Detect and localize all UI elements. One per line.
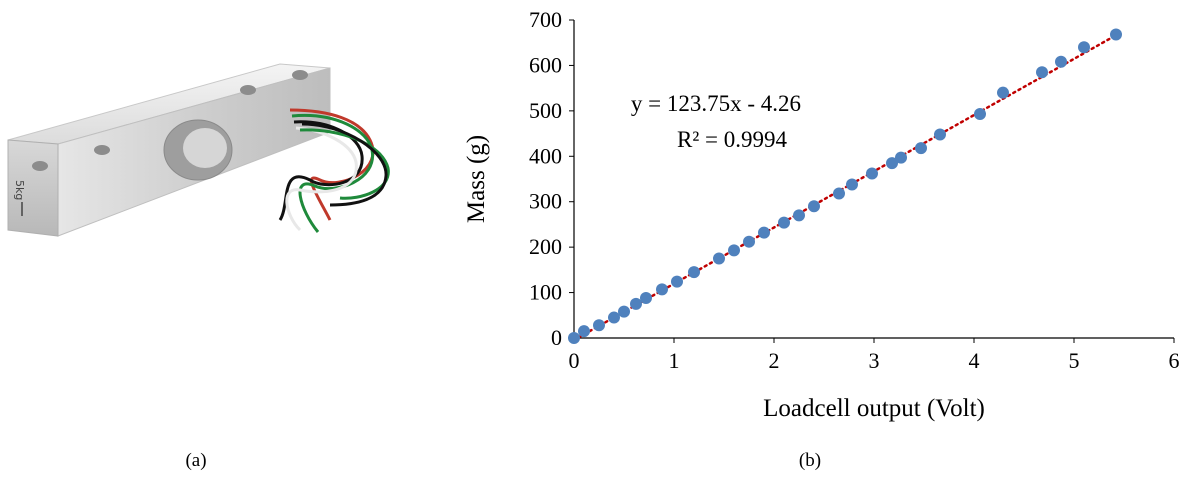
- y-tick-label: 700: [529, 7, 562, 32]
- data-points: [568, 28, 1122, 344]
- data-point: [886, 157, 898, 170]
- data-point: [866, 167, 878, 180]
- data-point: [758, 226, 770, 239]
- x-tick-label: 1: [669, 348, 680, 373]
- data-point: [593, 319, 605, 332]
- x-tick-label: 4: [969, 348, 980, 373]
- data-point: [1078, 41, 1090, 54]
- data-point: [934, 128, 946, 141]
- screw-hole: [94, 145, 110, 155]
- data-point: [618, 305, 630, 318]
- y-tick-label: 0: [551, 325, 562, 350]
- data-point: [713, 252, 725, 265]
- screw-hole: [32, 161, 48, 171]
- caption-b: (b): [798, 450, 822, 471]
- y-axis-title: Mass (g): [463, 135, 490, 223]
- data-point: [743, 235, 755, 248]
- data-point: [808, 200, 820, 213]
- loadcell-photo: 5kg: [7, 63, 390, 237]
- trendline-path: [572, 33, 1118, 342]
- data-point: [688, 266, 700, 279]
- data-point: [778, 216, 790, 229]
- screw-hole: [292, 70, 308, 80]
- data-point: [1036, 66, 1048, 79]
- r-squared-label: R² = 0.9994: [677, 127, 787, 152]
- x-tick-label: 5: [1069, 348, 1080, 373]
- center-hole-inner: [183, 128, 227, 168]
- data-point: [728, 244, 740, 257]
- y-tick-label: 200: [529, 234, 562, 259]
- data-point: [656, 283, 668, 296]
- y-tick-label: 400: [529, 143, 562, 168]
- data-point: [671, 275, 683, 288]
- chart-ticks: 0 100 200 300 400 500 600 700 0 1 2 3 4 5 6: [529, 7, 1180, 373]
- x-tick-label: 2: [769, 348, 780, 373]
- data-point: [793, 209, 805, 222]
- loadcell-wires: [278, 108, 390, 233]
- mass-vs-voltage-chart: 0 100 200 300 400 500 600 700 0 1 2 3 4 5 6 Loadcell o…: [463, 7, 1180, 422]
- loadcell-photo-panel: 5kg (a): [0, 0, 420, 478]
- data-point: [833, 187, 845, 200]
- y-tick-label: 300: [529, 189, 562, 214]
- data-point: [1055, 55, 1067, 68]
- y-tick-label: 600: [529, 52, 562, 77]
- x-tick-label: 6: [1169, 348, 1180, 373]
- data-point: [568, 332, 580, 344]
- data-point: [630, 297, 642, 310]
- trendline-equation: y = 123.75x - 4.26: [631, 91, 801, 116]
- data-point: [640, 292, 652, 305]
- trendline: [572, 33, 1118, 342]
- data-point: [1110, 28, 1122, 41]
- caption-a: (a): [185, 450, 207, 471]
- data-point: [974, 108, 986, 121]
- data-point: [578, 325, 590, 338]
- data-point: [997, 86, 1009, 99]
- data-point: [608, 311, 620, 324]
- x-axis-title: Loadcell output (Volt): [763, 395, 985, 422]
- x-tick-label: 0: [569, 348, 580, 373]
- y-tick-label: 500: [529, 98, 562, 123]
- x-tick-label: 3: [869, 348, 880, 373]
- y-tick-label: 100: [529, 280, 562, 305]
- data-point: [846, 178, 858, 191]
- data-point: [915, 142, 927, 155]
- data-point: [895, 151, 907, 164]
- loadcell-engraving: 5kg: [13, 180, 26, 200]
- screw-hole: [240, 85, 256, 95]
